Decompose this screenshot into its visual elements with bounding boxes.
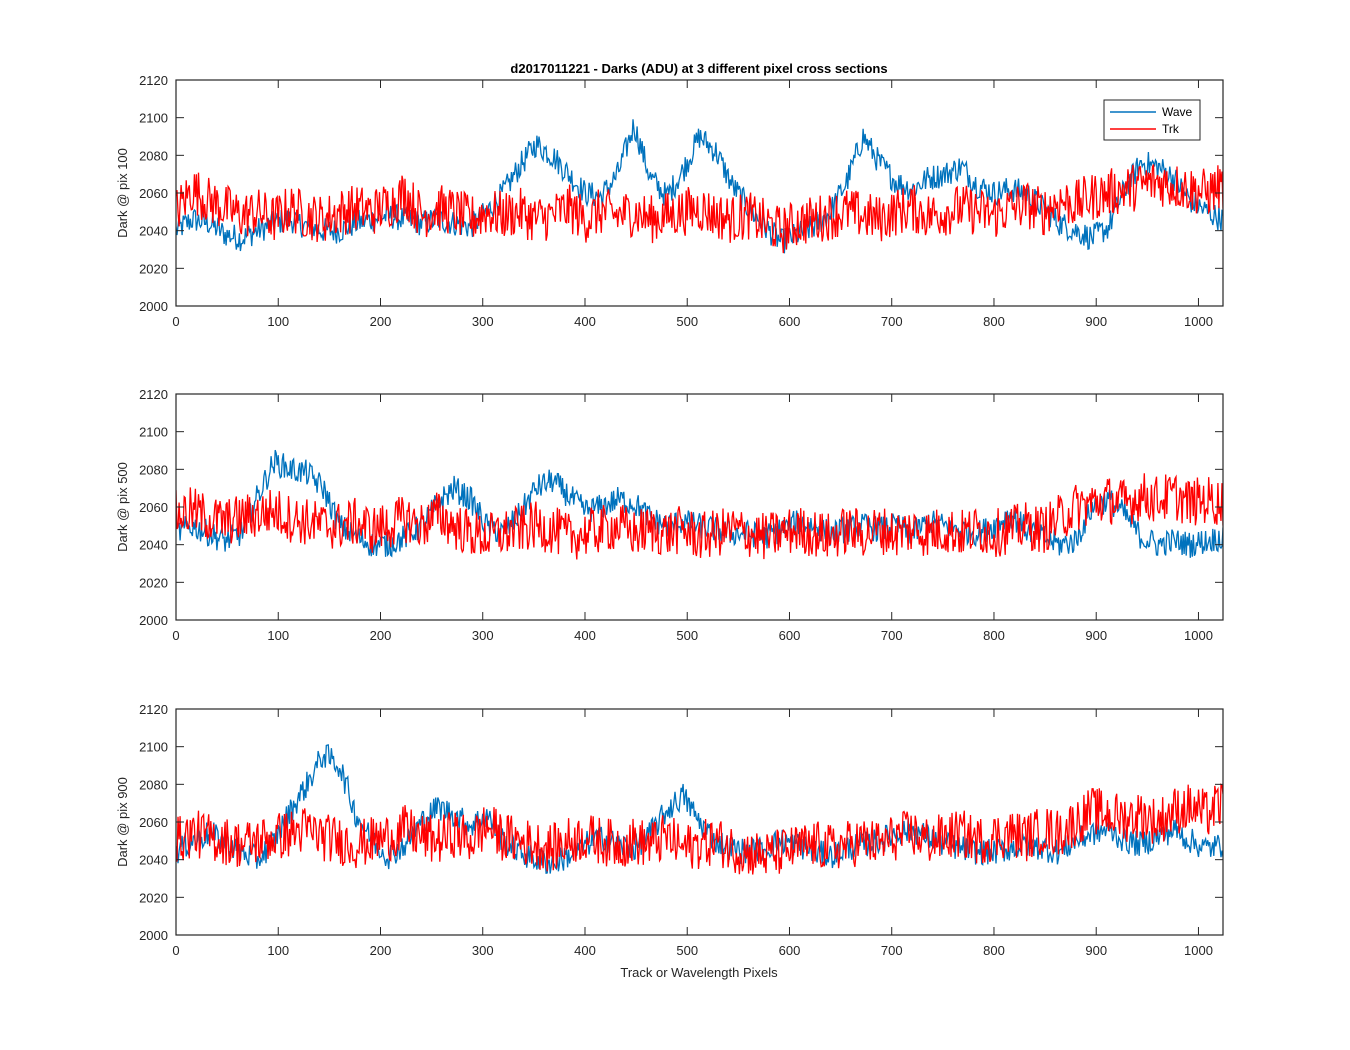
y-tick-label: 2040	[139, 224, 168, 239]
x-tick-label: 900	[1085, 314, 1107, 329]
x-tick-label: 300	[472, 628, 494, 643]
panel-2: 0 100 200 300 400 500 600 700 800 900 1000 2000 2020…	[115, 387, 1224, 643]
x-tick-label: 200	[370, 943, 392, 958]
x-tick-label: 100	[267, 628, 289, 643]
y-tick-label: 2080	[139, 777, 168, 792]
y-tick-label: 2020	[139, 575, 168, 590]
y-tick-label: 2120	[139, 387, 168, 402]
y-axis-label: Dark @ pix 500	[115, 462, 130, 552]
x-tick-label: 600	[779, 314, 801, 329]
x-tick-label: 0	[172, 628, 179, 643]
series-wave-line	[176, 744, 1223, 874]
y-tick-label: 2060	[139, 186, 168, 201]
x-tick-label: 300	[472, 943, 494, 958]
x-tick-label: 800	[983, 314, 1005, 329]
x-tick-label: 200	[370, 314, 392, 329]
x-tick-label: 1000	[1184, 314, 1213, 329]
x-tick-label: 500	[676, 628, 698, 643]
y-tick-label: 2000	[139, 928, 168, 943]
y-tick-label: 2000	[139, 613, 168, 628]
x-tick-label: 1000	[1184, 628, 1213, 643]
y-tick-label: 2100	[139, 740, 168, 755]
series-wave-line	[176, 449, 1223, 558]
x-tick-label: 600	[779, 943, 801, 958]
x-tick-label: 100	[267, 314, 289, 329]
panel-1: 0 100 200 300 400 500 600 700 800 900 1000 2000 2020…	[115, 73, 1224, 329]
y-tick-label: 2020	[139, 890, 168, 905]
y-tick-label: 2020	[139, 261, 168, 276]
figure-title: d2017011221 - Darks (ADU) at 3 different…	[510, 61, 887, 76]
legend: Wave Trk	[1103, 99, 1201, 141]
series-trk-line	[176, 164, 1223, 254]
panel-3: 0 100 200 300 400 500 600 700 800 900 1000 2000 2020…	[115, 702, 1224, 958]
x-tick-label: 700	[881, 628, 903, 643]
y-axis-label: Dark @ pix 900	[115, 777, 130, 867]
legend-label-wave: Wave	[1162, 105, 1193, 119]
x-tick-label: 900	[1085, 628, 1107, 643]
y-tick-label: 2040	[139, 538, 168, 553]
plot-area	[176, 80, 1223, 306]
y-tick-label: 2080	[139, 462, 168, 477]
x-tick-label: 800	[983, 628, 1005, 643]
y-axis-label: Dark @ pix 100	[115, 148, 130, 238]
legend-label-trk: Trk	[1162, 122, 1180, 136]
y-tick-label: 2100	[139, 425, 168, 440]
x-tick-label: 500	[676, 943, 698, 958]
x-tick-label: 0	[172, 314, 179, 329]
series-trk-line	[176, 783, 1223, 875]
y-tick-label: 2080	[139, 148, 168, 163]
panels-group: 0 100 200 300 400 500 600 700 800 900 100020002020…	[115, 73, 1224, 958]
y-tick-label: 2100	[139, 111, 168, 126]
x-tick-label: 1000	[1184, 943, 1213, 958]
plot-area	[176, 394, 1223, 620]
x-tick-label: 0	[172, 943, 179, 958]
x-tick-label: 400	[574, 314, 596, 329]
x-tick-label: 600	[779, 628, 801, 643]
x-tick-label: 400	[574, 628, 596, 643]
y-tick-label: 2040	[139, 853, 168, 868]
x-tick-label: 200	[370, 628, 392, 643]
x-axis-label: Track or Wavelength Pixels	[620, 965, 778, 980]
x-tick-label: 800	[983, 943, 1005, 958]
x-tick-label: 500	[676, 314, 698, 329]
y-tick-label: 2000	[139, 299, 168, 314]
series-trk-line	[176, 473, 1223, 560]
y-tick-label: 2060	[139, 500, 168, 515]
x-tick-label: 700	[881, 314, 903, 329]
x-tick-label: 900	[1085, 943, 1107, 958]
legend-box	[1103, 99, 1201, 141]
x-tick-label: 100	[267, 943, 289, 958]
y-tick-label: 2060	[139, 815, 168, 830]
x-tick-label: 400	[574, 943, 596, 958]
y-tick-label: 2120	[139, 702, 168, 717]
x-tick-label: 700	[881, 943, 903, 958]
y-tick-label: 2120	[139, 73, 168, 88]
x-tick-label: 300	[472, 314, 494, 329]
